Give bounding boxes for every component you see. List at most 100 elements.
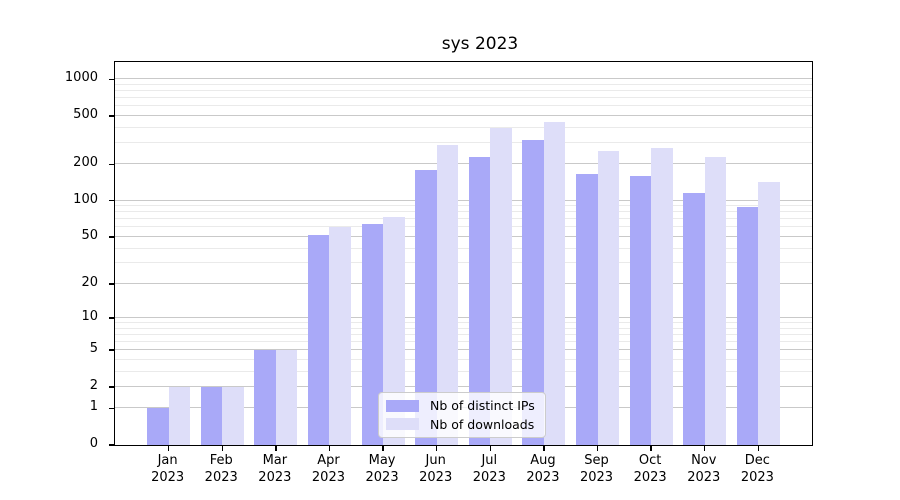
bar-downloads-jul	[490, 127, 512, 445]
x-tick-year: 2023	[258, 470, 292, 485]
y-tick-mark	[109, 115, 114, 117]
minor-gridline	[115, 358, 812, 360]
minor-gridline	[115, 142, 812, 143]
x-tick-mark	[489, 446, 491, 451]
minor-gridline	[115, 97, 812, 99]
minor-gridline	[115, 218, 812, 220]
y-tick-label: 50	[81, 227, 98, 243]
major-gridline	[115, 115, 812, 117]
bar-distinct-ips-jul	[468, 157, 491, 445]
y-tick-label: 5	[89, 341, 98, 357]
y-tick-label: 20	[81, 274, 98, 290]
bar-distinct-ips-oct	[629, 176, 652, 445]
minor-gridline	[115, 327, 812, 329]
y-tick-mark	[109, 200, 114, 202]
y-tick-mark	[109, 444, 114, 446]
minor-gridline	[115, 322, 812, 324]
bar-distinct-ips-feb	[200, 386, 223, 445]
bar-downloads-jan	[168, 386, 191, 445]
x-tick-year: 2023	[311, 470, 345, 485]
bar-downloads-apr	[329, 227, 351, 445]
bar-distinct-ips-dec	[736, 207, 759, 445]
y-tick-mark	[109, 163, 114, 166]
legend-item-distinct-ips: Nb of distinct IPs	[386, 398, 538, 413]
bar-downloads-mar	[275, 350, 298, 445]
y-tick-label: 2	[89, 377, 98, 393]
y-tick-mark	[109, 349, 114, 351]
y-tick-label: 1000	[64, 70, 98, 86]
y-tick-mark	[109, 317, 114, 319]
x-tick-mark	[596, 446, 599, 451]
minor-gridline	[115, 105, 812, 107]
x-tick-year: 2023	[419, 470, 453, 485]
major-gridline	[115, 282, 812, 284]
y-tick-label: 500	[73, 107, 98, 123]
minor-gridline	[115, 247, 812, 249]
x-tick-mark	[328, 446, 331, 451]
x-tick-mark	[221, 446, 223, 451]
y-tick-mark	[109, 407, 114, 409]
x-tick-year: 2023	[151, 470, 185, 485]
x-tick-year: 2023	[740, 470, 774, 485]
major-gridline	[115, 235, 812, 237]
x-tick-label: Sep 2023	[567, 452, 627, 486]
y-tick-mark	[109, 78, 114, 81]
plot-area	[109, 61, 813, 451]
legend-label-distinct-ips: Nb of distinct IPs	[430, 398, 535, 414]
legend-item-downloads: Nb of downloads	[386, 417, 538, 432]
y-tick-label: 1	[89, 399, 98, 415]
major-gridline	[115, 78, 812, 80]
bar-distinct-ips-mar	[254, 350, 276, 445]
legend-swatch-distinct-ips	[386, 399, 419, 412]
y-tick-mark	[109, 386, 114, 388]
x-tick-year: 2023	[526, 470, 560, 485]
x-tick-label: Apr 2023	[298, 452, 358, 486]
y-tick-label: 0	[89, 436, 98, 451]
bar-downloads-jun	[436, 144, 459, 445]
x-tick-mark	[757, 446, 760, 451]
chart-title: sys 2023	[441, 34, 519, 54]
bar-distinct-ips-jun	[415, 169, 437, 445]
major-gridline	[115, 349, 812, 351]
x-tick-mark	[543, 446, 545, 451]
x-axis: Jan 2023 Feb 2023 Mar 2023 Apr 2023 May 2023 Jun 20…	[114, 452, 811, 492]
y-tick-mark	[109, 283, 114, 285]
x-tick-mark	[275, 446, 277, 451]
x-tick-mark	[650, 446, 652, 451]
x-tick-label: Jan 2023	[138, 452, 198, 486]
bar-downloads-may	[383, 216, 405, 445]
x-tick-mark	[382, 446, 384, 451]
minor-gridline	[115, 370, 812, 372]
x-tick-year: 2023	[204, 470, 238, 485]
minor-gridline	[115, 211, 812, 213]
bar-distinct-ips-may	[361, 224, 384, 445]
minor-gridline	[115, 333, 812, 335]
x-tick-label: Oct 2023	[620, 452, 680, 486]
x-tick-mark	[704, 446, 706, 451]
legend-label-downloads: Nb of downloads	[430, 416, 535, 432]
minor-gridline	[115, 90, 812, 92]
minor-gridline	[115, 83, 812, 85]
x-tick-label: Jul 2023	[459, 452, 519, 486]
legend-swatch-downloads	[386, 418, 419, 431]
legend: Nb of distinct IPs Nb of downloads	[378, 392, 546, 438]
y-axis: 0 1 2 5 10 20 50 100 200 500 1000	[0, 61, 108, 451]
x-tick-year: 2023	[579, 470, 614, 485]
x-tick-year: 2023	[365, 470, 399, 485]
x-tick-label: Aug 2023	[513, 452, 573, 486]
major-gridline	[115, 385, 812, 387]
bar-distinct-ips-nov	[683, 193, 705, 445]
x-tick-label: May 2023	[352, 452, 412, 486]
x-tick-label: Nov 2023	[674, 452, 734, 486]
minor-gridline	[115, 341, 812, 343]
x-tick-year: 2023	[687, 470, 721, 485]
bar-downloads-dec	[758, 181, 780, 445]
bar-downloads-nov	[704, 157, 727, 445]
y-tick-label: 10	[81, 309, 98, 325]
bar-distinct-ips-jan	[147, 408, 169, 445]
minor-gridline	[115, 126, 812, 128]
major-gridline	[115, 163, 812, 165]
y-tick-label: 100	[73, 191, 98, 207]
major-gridline	[115, 199, 812, 201]
